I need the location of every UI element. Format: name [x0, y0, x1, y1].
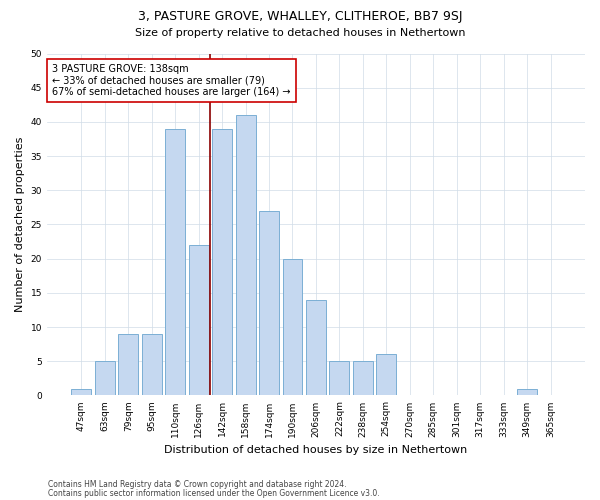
Text: Contains public sector information licensed under the Open Government Licence v3: Contains public sector information licen…	[48, 488, 380, 498]
Bar	[353, 361, 373, 396]
Bar	[329, 361, 349, 396]
Bar	[259, 211, 279, 396]
Y-axis label: Number of detached properties: Number of detached properties	[15, 137, 25, 312]
Bar	[517, 388, 537, 396]
Bar	[212, 128, 232, 396]
Bar	[283, 258, 302, 396]
Bar	[118, 334, 138, 396]
Text: Contains HM Land Registry data © Crown copyright and database right 2024.: Contains HM Land Registry data © Crown c…	[48, 480, 347, 489]
Bar	[376, 354, 397, 396]
Bar	[142, 334, 162, 396]
Text: Size of property relative to detached houses in Nethertown: Size of property relative to detached ho…	[135, 28, 465, 38]
Text: 3, PASTURE GROVE, WHALLEY, CLITHEROE, BB7 9SJ: 3, PASTURE GROVE, WHALLEY, CLITHEROE, BB…	[138, 10, 462, 23]
X-axis label: Distribution of detached houses by size in Nethertown: Distribution of detached houses by size …	[164, 445, 467, 455]
Bar	[71, 388, 91, 396]
Text: 3 PASTURE GROVE: 138sqm
← 33% of detached houses are smaller (79)
67% of semi-de: 3 PASTURE GROVE: 138sqm ← 33% of detache…	[52, 64, 291, 97]
Bar	[165, 128, 185, 396]
Bar	[95, 361, 115, 396]
Bar	[236, 115, 256, 396]
Bar	[306, 300, 326, 396]
Bar	[188, 245, 209, 396]
